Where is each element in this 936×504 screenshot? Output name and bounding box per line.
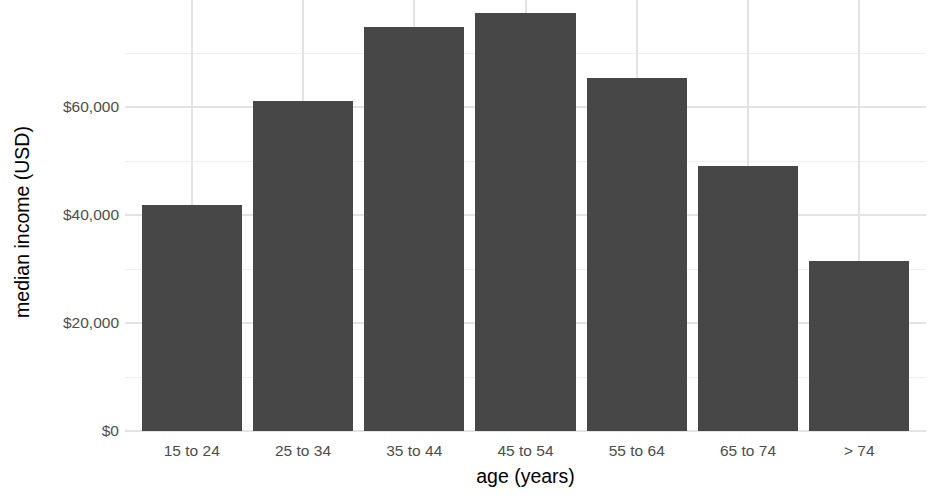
bar-65-to-74 xyxy=(698,166,798,431)
y-tick-label: $60,000 xyxy=(0,97,119,117)
y-tick-label: $0 xyxy=(0,421,119,441)
x-tick-label: 25 to 34 xyxy=(247,442,358,460)
bar-45-to-54 xyxy=(475,13,575,432)
bar-chart: median income (USD) $0$20,000$40,000$60,… xyxy=(0,0,936,504)
x-tick-label: 45 to 54 xyxy=(470,442,581,460)
bar-15-to-24 xyxy=(142,205,242,431)
bar-55-to-64 xyxy=(587,78,687,431)
bar-35-to-44 xyxy=(364,27,464,431)
x-tick-label: 15 to 24 xyxy=(136,442,247,460)
y-tick-label: $20,000 xyxy=(0,313,119,333)
x-tick-label: 55 to 64 xyxy=(581,442,692,460)
x-tick-label: 35 to 44 xyxy=(359,442,470,460)
x-tick-label: 65 to 74 xyxy=(692,442,803,460)
x-axis-title: age (years) xyxy=(125,465,926,488)
y-tick-label: $40,000 xyxy=(0,205,119,225)
bar-25-to-34 xyxy=(253,101,353,431)
plot-panel xyxy=(125,0,926,431)
bar-74 xyxy=(809,261,909,431)
x-tick-label: > 74 xyxy=(804,442,915,460)
